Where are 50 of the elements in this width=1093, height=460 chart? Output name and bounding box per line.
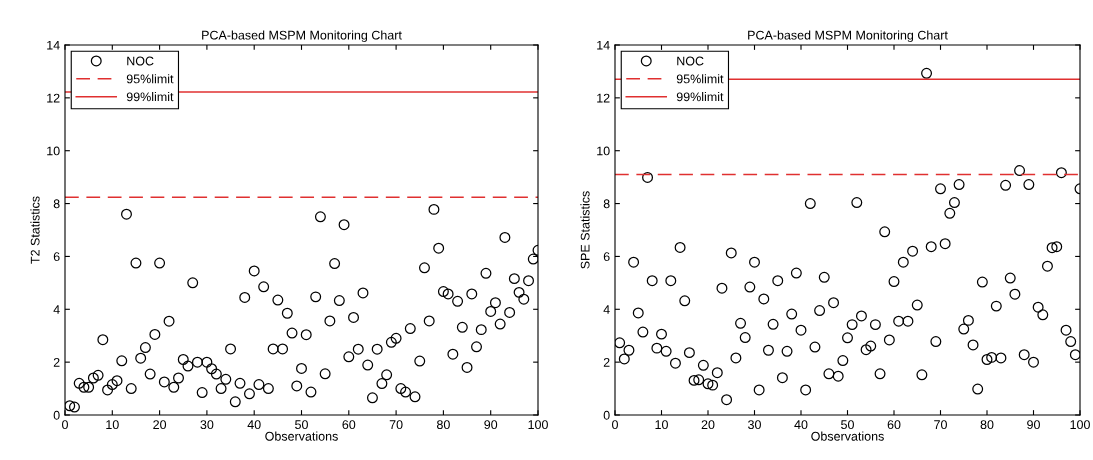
x-tick-label: 80 (436, 420, 450, 430)
y-tick-label: 8 (53, 199, 60, 209)
x-tick-label: 30 (748, 420, 761, 430)
y-tick-label: 2 (603, 357, 610, 367)
chart-title: PCA-based MSPM Monitoring Chart (202, 30, 402, 43)
legend-label: 95%limit (676, 74, 724, 84)
x-tick-label: 10 (106, 420, 119, 430)
y-tick-label: 6 (603, 252, 610, 262)
x-axis-title: Observations (265, 431, 338, 441)
y-tick-label: 8 (603, 199, 610, 209)
x-tick-label: 70 (934, 420, 947, 430)
legend-label: NOC (127, 56, 154, 66)
x-tick-label: 50 (841, 420, 854, 430)
legend-label: 95%limit (126, 74, 174, 84)
y-tick-label: 12 (597, 93, 610, 103)
y-tick-label: 4 (603, 305, 610, 314)
x-tick-label: 60 (887, 420, 901, 430)
y-tick-label: 14 (597, 40, 610, 50)
x-tick-label: 100 (1070, 420, 1090, 430)
chart-title: PCA-based MSPM Monitoring Chart (748, 30, 948, 43)
y-tick-label: 6 (53, 252, 60, 262)
legend-label: 99%limit (676, 92, 724, 102)
x-tick-label: 40 (794, 420, 808, 430)
x-tick-label: 70 (389, 420, 403, 430)
x-tick-label: 90 (1027, 420, 1040, 430)
x-axis-title: Observations (811, 431, 884, 441)
x-tick-label: 60 (342, 420, 356, 430)
x-tick-label: 90 (484, 420, 498, 430)
y-tick-label: 10 (47, 146, 60, 156)
y-tick-label: 0 (53, 410, 60, 420)
y-tick-label: 10 (597, 146, 610, 156)
y-axis-title: T2 Statistics (30, 196, 40, 264)
legend-label: NOC (677, 56, 704, 66)
x-tick-label: 100 (528, 420, 548, 430)
x-tick-label: 0 (62, 420, 68, 430)
x-tick-label: 80 (980, 420, 994, 430)
x-tick-label: 40 (247, 420, 261, 430)
ref-line-label: 99%limit (126, 92, 174, 102)
x-tick-label: 50 (295, 420, 308, 430)
x-tick-label: 10 (655, 420, 668, 430)
x-tick-label: 20 (153, 420, 167, 430)
y-tick-label: 4 (53, 305, 60, 314)
y-axis-title: SPE Statistics (580, 191, 590, 269)
y-tick-label: 12 (47, 93, 60, 103)
y-tick-label: 0 (603, 410, 610, 420)
x-tick-label: 20 (701, 420, 715, 430)
y-tick-label: 2 (53, 357, 60, 367)
x-tick-label: 0 (612, 420, 618, 430)
x-tick-label: 30 (200, 420, 214, 430)
y-tick-label: 14 (47, 40, 60, 50)
